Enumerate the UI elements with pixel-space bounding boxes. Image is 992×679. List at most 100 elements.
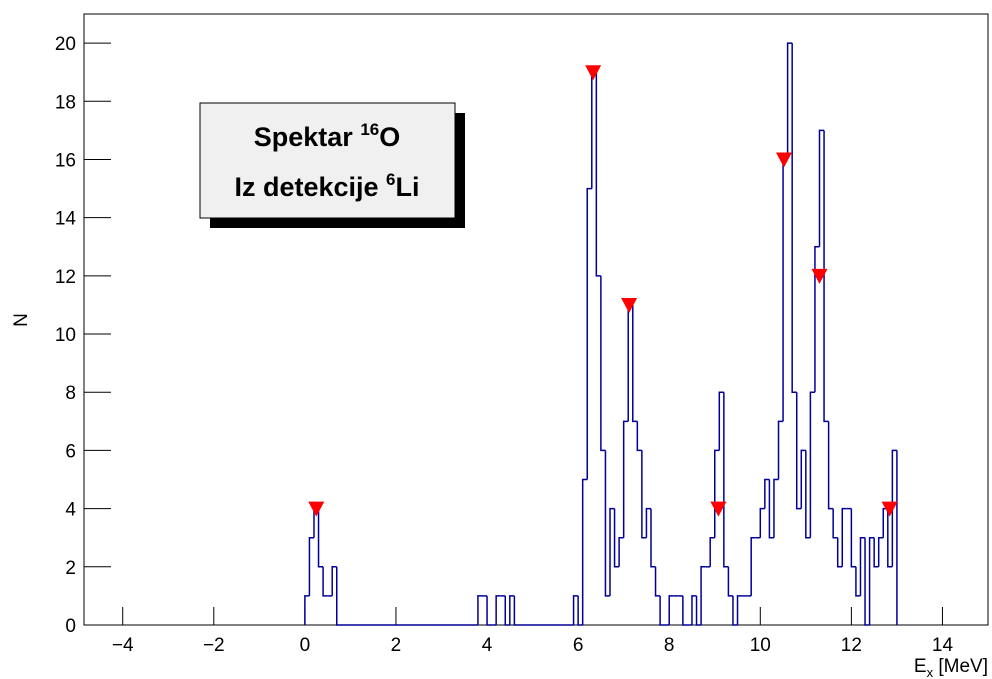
histogram-step	[336, 566, 342, 626]
histogram-step	[572, 595, 579, 625]
histogram-step	[841, 507, 847, 567]
histogram-step	[764, 478, 770, 509]
x-tick-label: 10	[750, 635, 771, 656]
y-tick-label: 4	[65, 500, 76, 521]
histogram-step	[855, 566, 861, 597]
histogram-step	[600, 275, 606, 452]
histogram-step	[700, 566, 706, 625]
y-tick-label: 6	[65, 441, 76, 462]
histogram-step	[632, 304, 638, 423]
x-label-subscript: x	[927, 665, 934, 679]
x-tick-label: −2	[203, 635, 225, 656]
histogram-step	[477, 595, 483, 625]
histogram-step	[331, 566, 337, 596]
histogram-step	[786, 42, 793, 160]
histogram-step	[814, 246, 820, 393]
histogram-step	[868, 536, 875, 625]
histogram-step	[732, 595, 738, 626]
x-axis-label: Ex [MeV]	[914, 656, 988, 679]
annotation-element: Li	[396, 172, 420, 202]
histogram-step	[304, 595, 310, 625]
histogram-step	[581, 478, 588, 625]
histogram-step	[864, 537, 870, 626]
histogram-step	[645, 507, 651, 538]
histogram-step	[823, 130, 829, 423]
histogram-step	[586, 187, 592, 480]
histogram-step	[308, 536, 314, 596]
peak-marker	[775, 152, 792, 168]
histogram-step	[654, 566, 661, 597]
y-tick-label: 8	[65, 383, 76, 404]
histogram-step	[513, 595, 519, 626]
histogram-step	[768, 479, 774, 539]
histogram-step	[795, 392, 802, 510]
histogram-step	[641, 450, 647, 539]
y-tick-label: 20	[55, 34, 76, 55]
histogram-step	[317, 508, 324, 568]
y-tick-label: 2	[65, 558, 76, 579]
annotation-box	[199, 102, 456, 219]
x-tick-label: 2	[391, 635, 402, 656]
histogram-step	[805, 450, 811, 539]
x-tick-label: 12	[841, 635, 862, 656]
peak-marker	[811, 268, 828, 284]
histogram-step	[495, 595, 501, 625]
histogram-step	[486, 595, 492, 626]
histogram-step	[682, 595, 688, 626]
y-tick-label: 16	[55, 150, 76, 171]
histogram-step	[859, 536, 866, 596]
y-tick-label: 10	[55, 325, 76, 346]
histogram-step	[659, 595, 665, 626]
histogram-step	[622, 420, 629, 538]
histogram-step	[595, 72, 601, 277]
annotation-element: O	[379, 122, 400, 152]
histogram-step	[800, 449, 806, 509]
y-tick-label: 12	[55, 267, 76, 288]
histogram-step	[809, 391, 815, 538]
histogram-step	[873, 537, 879, 568]
y-tick-label: 18	[55, 92, 76, 113]
x-tick-label: 0	[300, 635, 311, 656]
histogram-step	[714, 449, 720, 538]
histogram-step	[818, 129, 825, 247]
histogram-step	[887, 508, 893, 568]
histogram-step	[727, 566, 733, 597]
peak-marker	[881, 501, 898, 517]
histogram-step	[609, 507, 615, 596]
x-tick-label: 6	[573, 635, 584, 656]
histogram-step	[618, 536, 624, 567]
histogram-step	[650, 508, 656, 568]
x-label-unit: [MeV]	[933, 656, 988, 677]
histogram-step	[718, 391, 724, 451]
x-tick-label: 8	[664, 635, 675, 656]
annotation-sup: 6	[386, 170, 395, 189]
x-tick-label: −4	[112, 635, 134, 656]
y-tick-label: 0	[65, 616, 76, 637]
histogram-step	[577, 595, 583, 626]
histogram-step	[791, 43, 797, 393]
histogram-step	[782, 158, 788, 422]
histogram-step	[668, 595, 674, 625]
histogram-step	[759, 507, 765, 538]
histogram-step	[827, 421, 834, 510]
histogram-step	[736, 595, 743, 625]
histogram-step	[832, 508, 838, 539]
histogram-step	[877, 536, 884, 567]
y-axis-label: N	[11, 313, 32, 327]
annotation-sup: 16	[360, 120, 379, 139]
histogram-step	[613, 508, 620, 568]
histogram-step	[750, 536, 756, 596]
x-tick-label: 14	[932, 635, 954, 656]
histogram-step	[604, 450, 611, 597]
peak-marker	[585, 65, 602, 81]
histogram-step	[636, 421, 642, 452]
annotation-text: Iz detekcije	[234, 172, 386, 202]
histogram-step	[723, 392, 729, 568]
annotation-line: Iz detekcije 6Li	[234, 170, 419, 202]
histogram-step	[695, 595, 702, 626]
peak-marker	[308, 501, 325, 517]
histogram-step	[891, 449, 897, 567]
histogram-step	[509, 595, 515, 625]
